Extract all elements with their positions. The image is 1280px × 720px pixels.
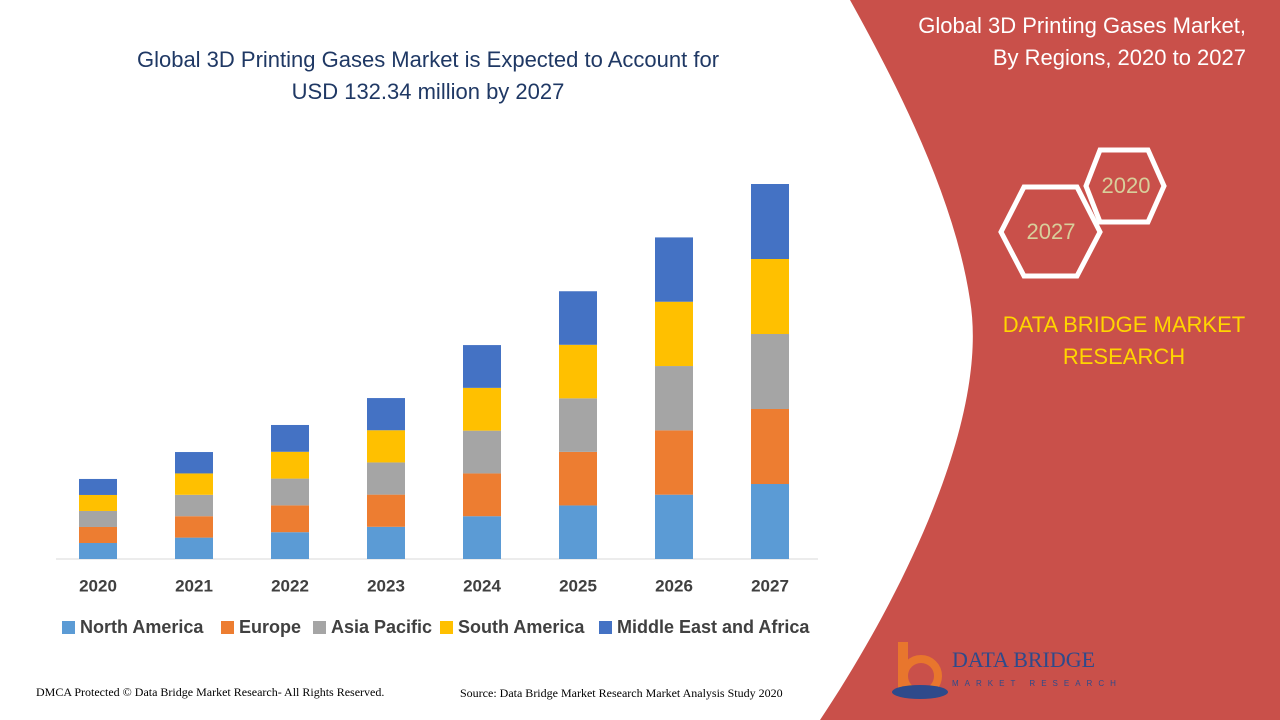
legend-label: Asia Pacific — [331, 617, 432, 637]
bar-segment — [175, 473, 213, 495]
legend-label: Middle East and Africa — [617, 617, 810, 637]
logo-tagline: MARKET RESEARCH — [952, 679, 1122, 688]
x-tick-label: 2023 — [367, 576, 405, 595]
logo: DATA BRIDGE MARKET RESEARCH — [892, 642, 1122, 699]
bar-segment — [271, 424, 309, 452]
footer-text: Source: Data Bridge Market Research Mark… — [460, 686, 783, 700]
bar-segment — [559, 344, 597, 399]
legend-swatch — [221, 621, 234, 634]
x-tick-label: 2020 — [79, 576, 117, 595]
hex-label: 2027 — [1027, 219, 1076, 244]
legend-label: North America — [80, 617, 204, 637]
bar-segment — [463, 473, 501, 517]
hexagon — [998, 184, 1103, 279]
bar-segment — [367, 430, 405, 463]
bar-segment — [271, 451, 309, 479]
panel-title: By Regions, 2020 to 2027 — [993, 45, 1246, 70]
x-tick-label: 2021 — [175, 576, 213, 595]
x-tick-label: 2025 — [559, 576, 597, 595]
bar-segment — [463, 387, 501, 431]
logo-mark — [892, 685, 948, 699]
bar-segment — [175, 537, 213, 559]
bar-segment — [655, 301, 693, 367]
bar-segment — [751, 259, 789, 334]
x-tick-label: 2027 — [751, 576, 789, 595]
panel-title: Global 3D Printing Gases Market, — [918, 13, 1246, 38]
bar-segment — [655, 494, 693, 559]
bar-segment — [463, 345, 501, 388]
bar-segment — [463, 516, 501, 559]
bar-segment — [79, 494, 117, 511]
bar-segment — [751, 184, 789, 259]
bar-segment — [751, 484, 789, 559]
legend-swatch — [313, 621, 326, 634]
hex-label: 2020 — [1102, 173, 1151, 198]
bar-segment — [559, 398, 597, 452]
bar-segment — [175, 516, 213, 538]
bar-segment — [79, 478, 117, 495]
bar-segment — [367, 462, 405, 495]
bar-segment — [463, 430, 501, 474]
chart-title: Global 3D Printing Gases Market is Expec… — [137, 47, 719, 72]
bar-segment — [655, 430, 693, 495]
x-tick-label: 2022 — [271, 576, 309, 595]
legend-label: Europe — [239, 617, 301, 637]
bar-segment — [559, 451, 597, 506]
bar-segment — [271, 505, 309, 533]
legend-swatch — [62, 621, 75, 634]
bar-segment — [655, 237, 693, 302]
logo-name: DATA BRIDGE — [952, 647, 1095, 672]
footer-text: DMCA Protected © Data Bridge Market Rese… — [36, 685, 384, 699]
bar-segment — [79, 542, 117, 559]
x-tick-label: 2024 — [463, 576, 501, 595]
bar-segment — [175, 494, 213, 517]
bar-segment — [559, 291, 597, 345]
bar-segment — [175, 452, 213, 474]
bar-segment — [79, 526, 117, 543]
x-tick-label: 2026 — [655, 576, 693, 595]
bar-segment — [271, 532, 309, 559]
legend-label: South America — [458, 617, 585, 637]
legend-swatch — [440, 621, 453, 634]
bar-segment — [271, 478, 309, 506]
hexagon — [1083, 147, 1167, 225]
bar-segment — [751, 409, 789, 484]
bar-segment — [79, 510, 117, 527]
bar-segment — [367, 526, 405, 559]
chart-title: USD 132.34 million by 2027 — [292, 79, 565, 104]
bar-segment — [751, 334, 789, 409]
bar-segment — [367, 398, 405, 431]
panel-brand: DATA BRIDGE MARKET — [1003, 312, 1245, 337]
bar-segment — [367, 494, 405, 527]
bar-segment — [655, 366, 693, 431]
panel-brand: RESEARCH — [1063, 344, 1185, 369]
legend-swatch — [599, 621, 612, 634]
bar-segment — [559, 505, 597, 559]
side-panel — [820, 0, 1280, 720]
